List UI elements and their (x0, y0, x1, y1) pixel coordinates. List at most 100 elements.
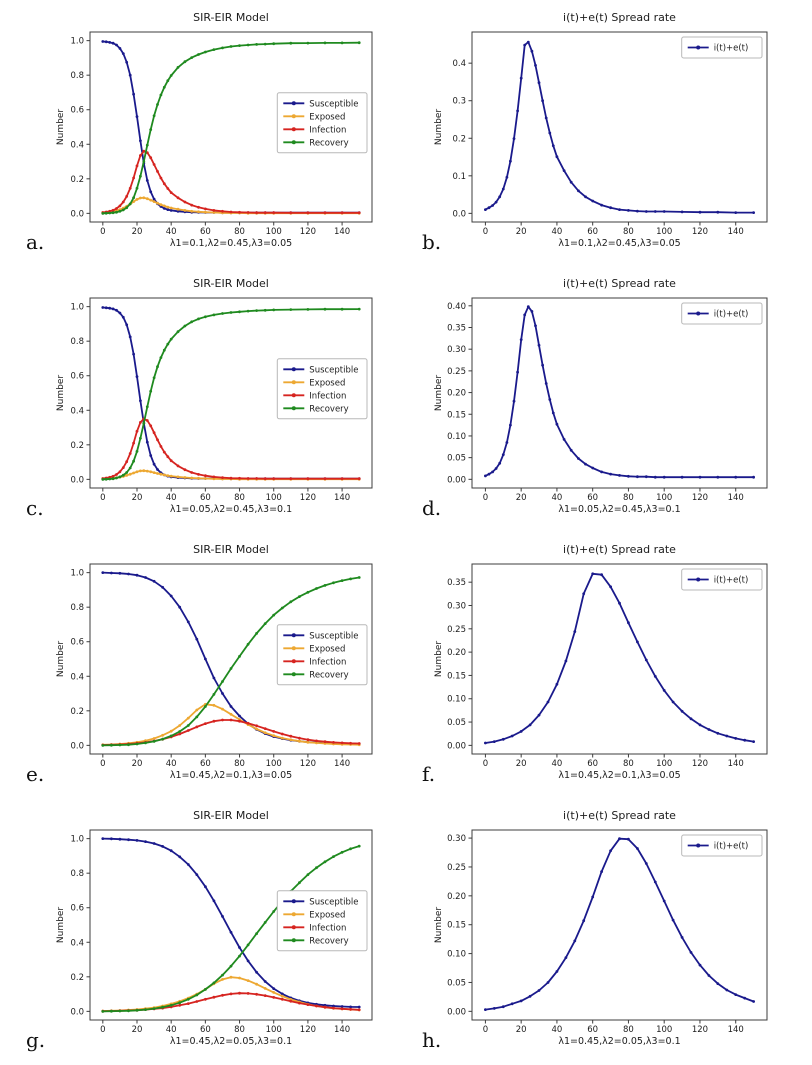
x-tick-label: 40 (552, 1025, 563, 1035)
series-marker (186, 729, 190, 732)
x-tick-label: 100 (266, 227, 282, 237)
series-marker (238, 714, 241, 718)
series-marker (357, 742, 361, 745)
legend-label: Infection (309, 125, 346, 135)
series-marker (584, 462, 587, 466)
y-tick-label: 0.2 (452, 134, 466, 144)
series-marker (144, 840, 147, 843)
series-marker (551, 144, 555, 148)
series-marker (332, 581, 335, 585)
series-marker (323, 41, 327, 45)
subfigure-h: 0 20 40 60 80 100 120 140 0.00 0.05 0.10 0.15 0.20 0.… (406, 798, 812, 1064)
x-tick-label: 140 (728, 227, 744, 237)
x-tick-label: 120 (692, 759, 708, 769)
series-marker (501, 453, 505, 456)
series-marker (108, 41, 112, 44)
series-marker (118, 47, 122, 50)
series-marker (662, 210, 666, 213)
y-tick-label: 0.20 (447, 648, 466, 658)
series-marker (166, 79, 170, 83)
y-tick-label: 0.10 (447, 695, 466, 705)
series-marker (125, 206, 129, 210)
y-tick-label: 0.35 (447, 578, 466, 588)
series-marker (142, 196, 146, 200)
series-marker (582, 919, 586, 923)
series-marker (609, 849, 612, 853)
x-tick-label: 60 (587, 227, 598, 237)
y-tick-label: 0.4 (70, 672, 84, 682)
series-marker (530, 49, 534, 53)
chart-h-spread-rate: 0 20 40 60 80 100 120 140 0.00 0.05 0.10 0.15 0.20 0.… (406, 798, 812, 1064)
series-marker (272, 734, 276, 738)
legend-sample-marker (291, 659, 296, 664)
legend: Susceptible Exposed Infection Recovery (276, 624, 368, 686)
series-marker (176, 464, 180, 468)
series-marker (121, 473, 125, 477)
series-marker (289, 600, 293, 604)
series-marker (152, 471, 156, 474)
y-tick-label: 0.1 (452, 172, 466, 182)
x-tick-label: 0 (483, 493, 488, 503)
chart-svg-d: 0 20 40 60 80 100 120 140 0.00 0.05 0.10 0.15 0.20 0.… (406, 266, 812, 532)
legend-label: Susceptible (309, 365, 358, 375)
series-marker (144, 741, 147, 745)
legend-sample-marker (291, 633, 296, 638)
series-marker (510, 734, 514, 738)
series-marker (340, 211, 344, 215)
series-marker (152, 376, 156, 380)
y-axis-label: Number (56, 109, 66, 145)
series-marker (176, 330, 180, 334)
series-marker (118, 470, 122, 474)
series-marker (627, 474, 630, 478)
series-marker (169, 459, 173, 463)
x-tick-label: 0 (100, 227, 105, 237)
series-marker (110, 571, 113, 575)
series-marker (653, 210, 657, 213)
series-marker (161, 1005, 165, 1009)
series-marker (221, 978, 224, 981)
series-marker (178, 732, 182, 736)
y-axis-label: Number (56, 375, 66, 411)
series-marker (555, 422, 559, 426)
x-tick-label: 20 (132, 227, 143, 237)
y-tick-label: 0.6 (70, 372, 84, 382)
series-marker (743, 996, 747, 1000)
series-marker (298, 1001, 301, 1005)
series-marker (204, 722, 207, 725)
x-tick-label: 80 (234, 227, 245, 237)
series-marker (149, 454, 153, 457)
x-tick-label: 60 (587, 1025, 598, 1035)
series-marker (555, 155, 559, 159)
legend-label: Exposed (309, 112, 345, 122)
series-marker (272, 477, 276, 481)
x-tick-label: 120 (692, 493, 708, 503)
series-marker (636, 209, 639, 213)
x-tick-label: 40 (166, 493, 177, 503)
series-marker (135, 470, 139, 474)
series-marker (494, 467, 498, 470)
series-marker (212, 211, 216, 214)
x-axis-label: λ1=0.05,λ2=0.45,λ3=0.1 (170, 504, 292, 515)
series-marker (544, 116, 548, 120)
series-marker (149, 190, 153, 194)
series-marker (609, 206, 612, 210)
series-marker (169, 849, 173, 853)
series-marker (161, 845, 165, 848)
series-marker (644, 862, 648, 865)
y-tick-label: 0.20 (447, 892, 466, 902)
series-marker (128, 452, 132, 455)
series-marker (238, 476, 241, 480)
series-marker (255, 211, 258, 215)
series-marker (127, 1009, 130, 1013)
series-marker (229, 718, 233, 722)
series-marker (323, 1005, 327, 1009)
series-marker (104, 306, 108, 310)
series-marker (156, 468, 159, 471)
series-marker (204, 988, 207, 991)
series-marker (152, 431, 156, 435)
series-marker (152, 579, 156, 583)
series-marker (569, 180, 573, 184)
series-marker (734, 737, 738, 740)
series-marker (142, 149, 146, 153)
legend-sample-marker (291, 101, 296, 106)
